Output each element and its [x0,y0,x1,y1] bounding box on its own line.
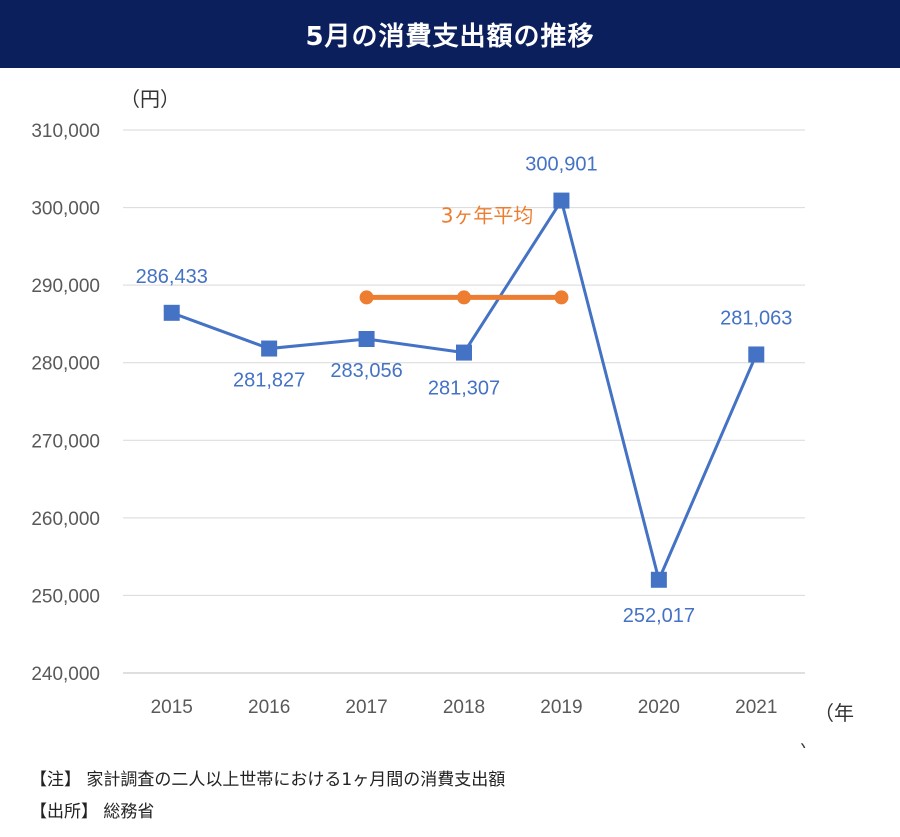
data-point [163,304,180,321]
data-point [748,346,765,363]
y-tick-label: 300,000 [31,199,100,220]
y-tick-label: 250,000 [31,586,100,607]
x-tick-label: 2016 [248,697,290,718]
series-markers [163,192,765,588]
data-label: 281,307 [428,378,500,400]
data-point [553,192,570,209]
chart-title: 5月の消費支出額の推移 [0,0,900,68]
data-label: 281,827 [233,370,305,392]
y-axis-unit: （円） [120,87,180,111]
average-point [359,290,374,305]
data-labels: 286,433 281,827 283,056 281,307 300,901 252,0… [136,154,793,627]
y-tick-label: 270,000 [31,431,100,452]
data-point [261,340,278,357]
x-tick-label: 2020 [638,697,680,718]
average-point [457,290,471,305]
y-tick-label: 240,000 [31,664,100,685]
footnote-note: 【注】 家計調査の二人以上世帯における1ヶ月間の消費支出額 [30,770,506,790]
data-label: 300,901 [525,154,597,176]
average-label: 3ヶ年平均 [441,203,534,227]
x-tick-label: 2018 [443,697,485,718]
data-point [650,571,667,588]
x-axis-unit: （年） [800,701,854,748]
average-point [554,290,569,305]
y-axis-ticks: 310,000 300,000 290,000 280,000 270,000 260,0… [31,121,100,685]
footnote-source: 【出所】 総務省 [30,802,155,822]
gridlines [123,129,805,596]
data-label: 283,056 [330,360,402,382]
data-label: 281,063 [720,307,792,329]
x-tick-label: 2019 [540,697,582,718]
x-tick-label: 2017 [345,697,387,718]
x-tick-label: 2015 [151,697,193,718]
x-tick-label: 2021 [735,697,777,718]
y-tick-label: 280,000 [31,354,100,375]
data-point [456,344,472,361]
x-axis-ticks: 2015 2016 2017 2018 2019 2020 2021 [151,697,778,718]
y-tick-label: 290,000 [31,276,100,297]
y-tick-label: 260,000 [31,509,100,530]
data-label: 286,433 [136,266,208,288]
data-point [358,331,375,348]
y-tick-label: 310,000 [31,121,100,142]
line-chart: 310,000 300,000 290,000 280,000 270,000 260,0… [31,87,854,748]
data-label: 252,017 [623,605,695,627]
